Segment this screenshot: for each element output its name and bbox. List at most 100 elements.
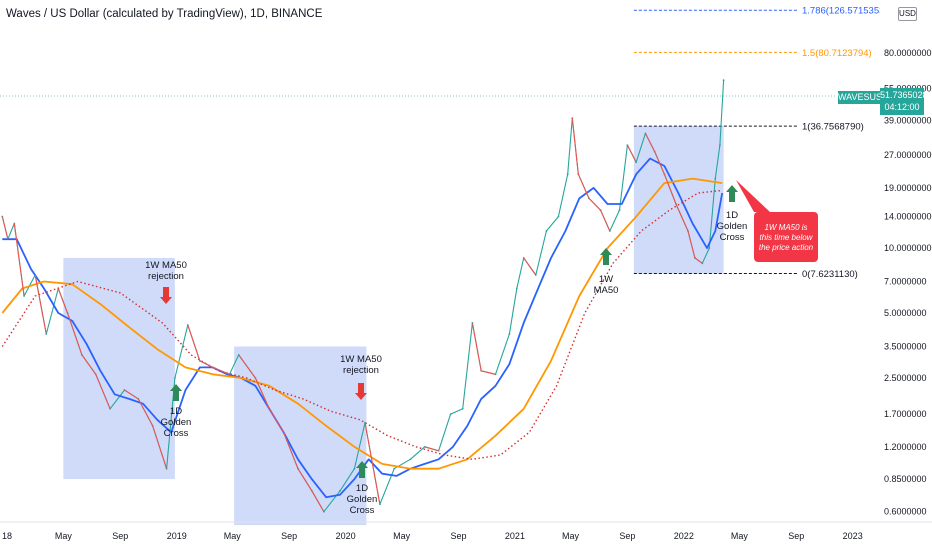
price-down-segment-14 [152,425,168,469]
y-tick-label-7: 10.0000000 [884,243,932,253]
down-arrow-2 [355,383,367,400]
y-tick-label-12: 1.7000000 [884,409,927,419]
x-tick-label-0: 18 [2,531,12,541]
series-price [1,80,725,513]
price-down-segment-57 [654,151,665,175]
series-ma_fast [2,157,724,499]
x-tick-label-10: May [562,531,580,541]
fib-label-0: 1.786(126.5715353) [802,6,888,17]
price-down-segment-7 [57,288,69,314]
down-arrow-1 [160,287,172,304]
y-tick-label-6: 14.0000000 [884,212,932,222]
price-point-31 [393,467,396,470]
y-tick-label-4: 27.0000000 [884,150,932,160]
y-axis: 80.000000055.000000039.000000027.0000000… [880,0,932,550]
callout-line-0: 1W MA50 is [764,223,807,232]
price-down-segment-43 [523,257,537,276]
price-down-segment-24 [283,432,299,469]
price-point-65 [722,79,725,82]
x-tick-label-13: May [731,531,749,541]
callout-line-1: this time below [760,233,814,242]
series-ma_slow [1,177,723,470]
price-down-segment-5 [34,274,47,335]
price-down-segment-49 [577,173,590,199]
callout-line-2: the price action [759,243,814,252]
chart-title: Waves / US Dollar (calculated by Trading… [6,8,323,20]
x-axis: 18 May Sep 2019 May Sep 2020 May Sep 2021 May Sep 20… [0,521,932,541]
price-tag-value: 51.7365028 [880,90,928,100]
callout-pointer [736,180,770,212]
price-down-segment-58 [663,173,677,205]
x-tick-label-5: Sep [281,531,297,541]
price-down-segment-10 [95,374,111,409]
price-down-segment-19 [212,366,230,375]
golden-cross-1-line-1: Golden [161,417,192,428]
chart-series [1,79,725,513]
price-tag-countdown: 04:12:00 [884,102,920,112]
price-tag: 51.7365028 04:12:00 [880,88,928,115]
golden-cross-3-line-0: 1D [726,210,738,221]
x-tick-label-15: 2023 [843,531,863,541]
price-down-segment-13 [137,398,154,427]
price-down-segment-26 [311,490,325,513]
price-point-45 [557,215,560,218]
price-down-segment-12 [124,389,139,400]
price-down-segment-9 [81,354,97,375]
x-tick-label-7: May [393,531,411,541]
price-down-segment-38 [471,322,482,371]
y-tick-label-3: 39.0000000 [884,116,932,126]
golden-cross-2-line-1: Golden [347,494,378,505]
x-tick-label-12: 2022 [674,531,694,541]
price-down-segment-51 [600,209,611,232]
x-tick-label-4: May [224,531,242,541]
rejection-2-line-1: rejection [343,365,379,376]
golden-cross-2-line-0: 1D [356,483,368,494]
up-arrow-3 [600,248,612,265]
range-box-2 [234,346,367,526]
fib-label-3: 0(7.6231130) [802,269,858,280]
y-tick-label-10: 3.5000000 [884,341,927,351]
up-arrow-2 [356,461,368,478]
y-tick-label-8: 7.0000000 [884,277,927,287]
price-point-15 [173,377,176,379]
rejection-1-line-0: 1W MA50 [145,260,187,271]
golden-cross-2-line-2: Cross [350,505,375,516]
currency-badge[interactable]: USD [898,7,917,21]
range-box-3 [633,125,724,274]
golden-cross-1-line-0: 1D [170,406,182,417]
price-point-63 [714,177,717,180]
price-down-segment-25 [297,468,313,492]
price-point-32 [409,458,412,461]
price-down-segment-39 [481,370,496,375]
price-point-35 [449,413,452,416]
x-tick-label-3: 2019 [167,531,187,541]
price-down-segment-3 [13,223,25,297]
price-down-segment-8 [67,312,83,356]
price-down-segment-21 [238,354,256,379]
x-tick-label-8: Sep [450,531,466,541]
golden-cross-3-line-2: Cross [720,232,745,243]
golden-cross-1-line-2: Cross [164,428,189,439]
price-down-segment-17 [187,324,201,362]
y-tick-label-14: 0.8500000 [884,474,927,484]
price-point-28 [353,467,356,470]
x-tick-label-1: May [55,531,73,541]
rejection-1-line-1: rejection [148,271,184,282]
price-point-46 [566,173,569,176]
ma50-1w-line-0: 1W [599,274,613,285]
y-tick-label-9: 5.0000000 [884,308,927,318]
price-down-segment-59 [675,203,689,232]
fib-label-2: 1(36.7568790) [802,122,864,133]
y-tick-label-5: 19.0000000 [884,183,932,193]
price-down-segment-1 [1,216,9,240]
rejection-2-line-0: 1W MA50 [340,354,382,365]
y-tick-label-15: 0.6000000 [884,507,927,517]
price-down-segment-61 [694,257,703,264]
series-ma_weekly [1,189,723,460]
price-down-segment-23 [268,408,285,433]
golden-cross-3-line-1: Golden [717,221,748,232]
x-tick-label-6: 2020 [336,531,356,541]
consolidation-boxes [63,125,724,526]
price-point-62 [708,247,711,249]
